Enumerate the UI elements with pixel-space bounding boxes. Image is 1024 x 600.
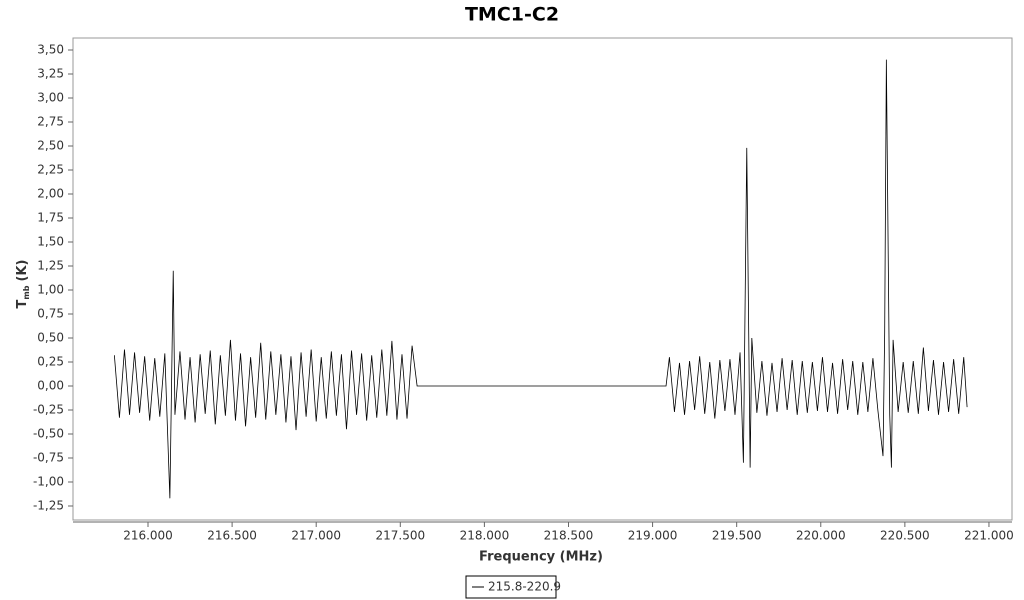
x-tick-label: 219.500	[712, 529, 762, 543]
y-tick-label: 3,00	[37, 90, 64, 104]
x-tick-label: 218.500	[544, 529, 594, 543]
y-tick-label: 2,00	[37, 186, 64, 200]
y-tick-label: -0,50	[33, 426, 64, 440]
y-tick-label: -0,25	[33, 402, 64, 416]
y-tick-label: 0,75	[37, 306, 64, 320]
x-tick-label: 217.500	[375, 529, 425, 543]
x-tick-label: 216.000	[123, 529, 173, 543]
x-tick-label: 221.000	[964, 529, 1014, 543]
y-tick-label: 0,00	[37, 378, 64, 392]
spectrum-line	[113, 59, 968, 499]
y-label-main: T	[15, 299, 30, 308]
x-tick-label: 220.500	[880, 529, 930, 543]
x-tick-label: 218.000	[460, 529, 510, 543]
y-axis-label: Tmb (K)	[15, 260, 31, 309]
y-label-sub: mb	[22, 285, 31, 299]
x-tick-label: 217.000	[291, 529, 341, 543]
chart-title: TMC1-C2	[465, 4, 559, 26]
y-tick-label: 1,75	[37, 210, 64, 224]
y-tick-label: 1,25	[37, 258, 64, 272]
x-tick-label: 216.500	[207, 529, 257, 543]
y-tick-label: 2,25	[37, 162, 64, 176]
y-label-unit: (K)	[15, 260, 30, 282]
y-tick-label: 3,50	[37, 42, 64, 56]
y-tick-label: 2,75	[37, 114, 64, 128]
x-axis-label: Frequency (MHz)	[479, 550, 603, 565]
plot-frame	[72, 37, 1013, 521]
y-tick-label: 2,50	[37, 138, 64, 152]
y-tick-label: 1,00	[37, 282, 64, 296]
y-tick-label: 0,25	[37, 354, 64, 368]
y-tick-label: -1,00	[33, 474, 64, 488]
y-tick-label: 3,25	[37, 66, 64, 80]
y-tick-label: 0,50	[37, 330, 64, 344]
y-tick-label: -0,75	[33, 450, 64, 464]
x-tick-label: 219.000	[628, 529, 678, 543]
y-tick-label: -1,25	[33, 498, 64, 512]
legend-box	[465, 575, 557, 599]
x-tick-label: 220.000	[796, 529, 846, 543]
y-tick-label: 1,50	[37, 234, 64, 248]
legend-label: 215.8-220.9	[488, 580, 561, 594]
